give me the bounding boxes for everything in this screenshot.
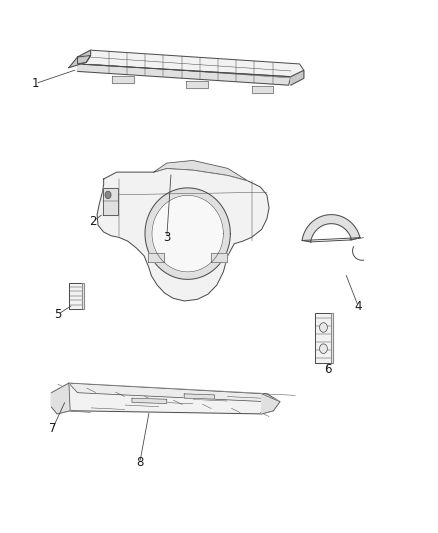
Polygon shape [291,70,304,85]
Polygon shape [331,313,333,363]
Polygon shape [69,383,267,402]
Polygon shape [69,284,84,309]
Polygon shape [113,76,134,83]
Text: 3: 3 [163,231,170,244]
Text: 8: 8 [136,456,144,469]
Polygon shape [51,383,70,414]
Polygon shape [148,253,164,262]
Polygon shape [261,394,280,414]
Polygon shape [184,394,215,399]
Circle shape [105,191,111,199]
Circle shape [320,322,327,332]
Polygon shape [315,313,333,363]
Polygon shape [302,215,360,242]
Text: 6: 6 [324,364,332,376]
Polygon shape [78,64,291,85]
Circle shape [320,344,327,353]
Polygon shape [186,82,208,88]
Polygon shape [78,50,91,64]
Polygon shape [145,188,230,279]
Text: 7: 7 [49,422,57,435]
Text: 4: 4 [354,300,362,313]
Polygon shape [51,383,280,414]
Polygon shape [152,196,223,272]
Polygon shape [103,188,118,215]
Polygon shape [154,160,247,181]
Text: 2: 2 [89,215,96,228]
Polygon shape [78,50,304,77]
Polygon shape [97,168,269,301]
Polygon shape [69,55,91,68]
Polygon shape [252,86,273,93]
Polygon shape [82,284,84,309]
Text: 1: 1 [32,77,39,90]
Polygon shape [211,253,227,262]
Text: 5: 5 [54,308,62,321]
Polygon shape [132,398,167,403]
